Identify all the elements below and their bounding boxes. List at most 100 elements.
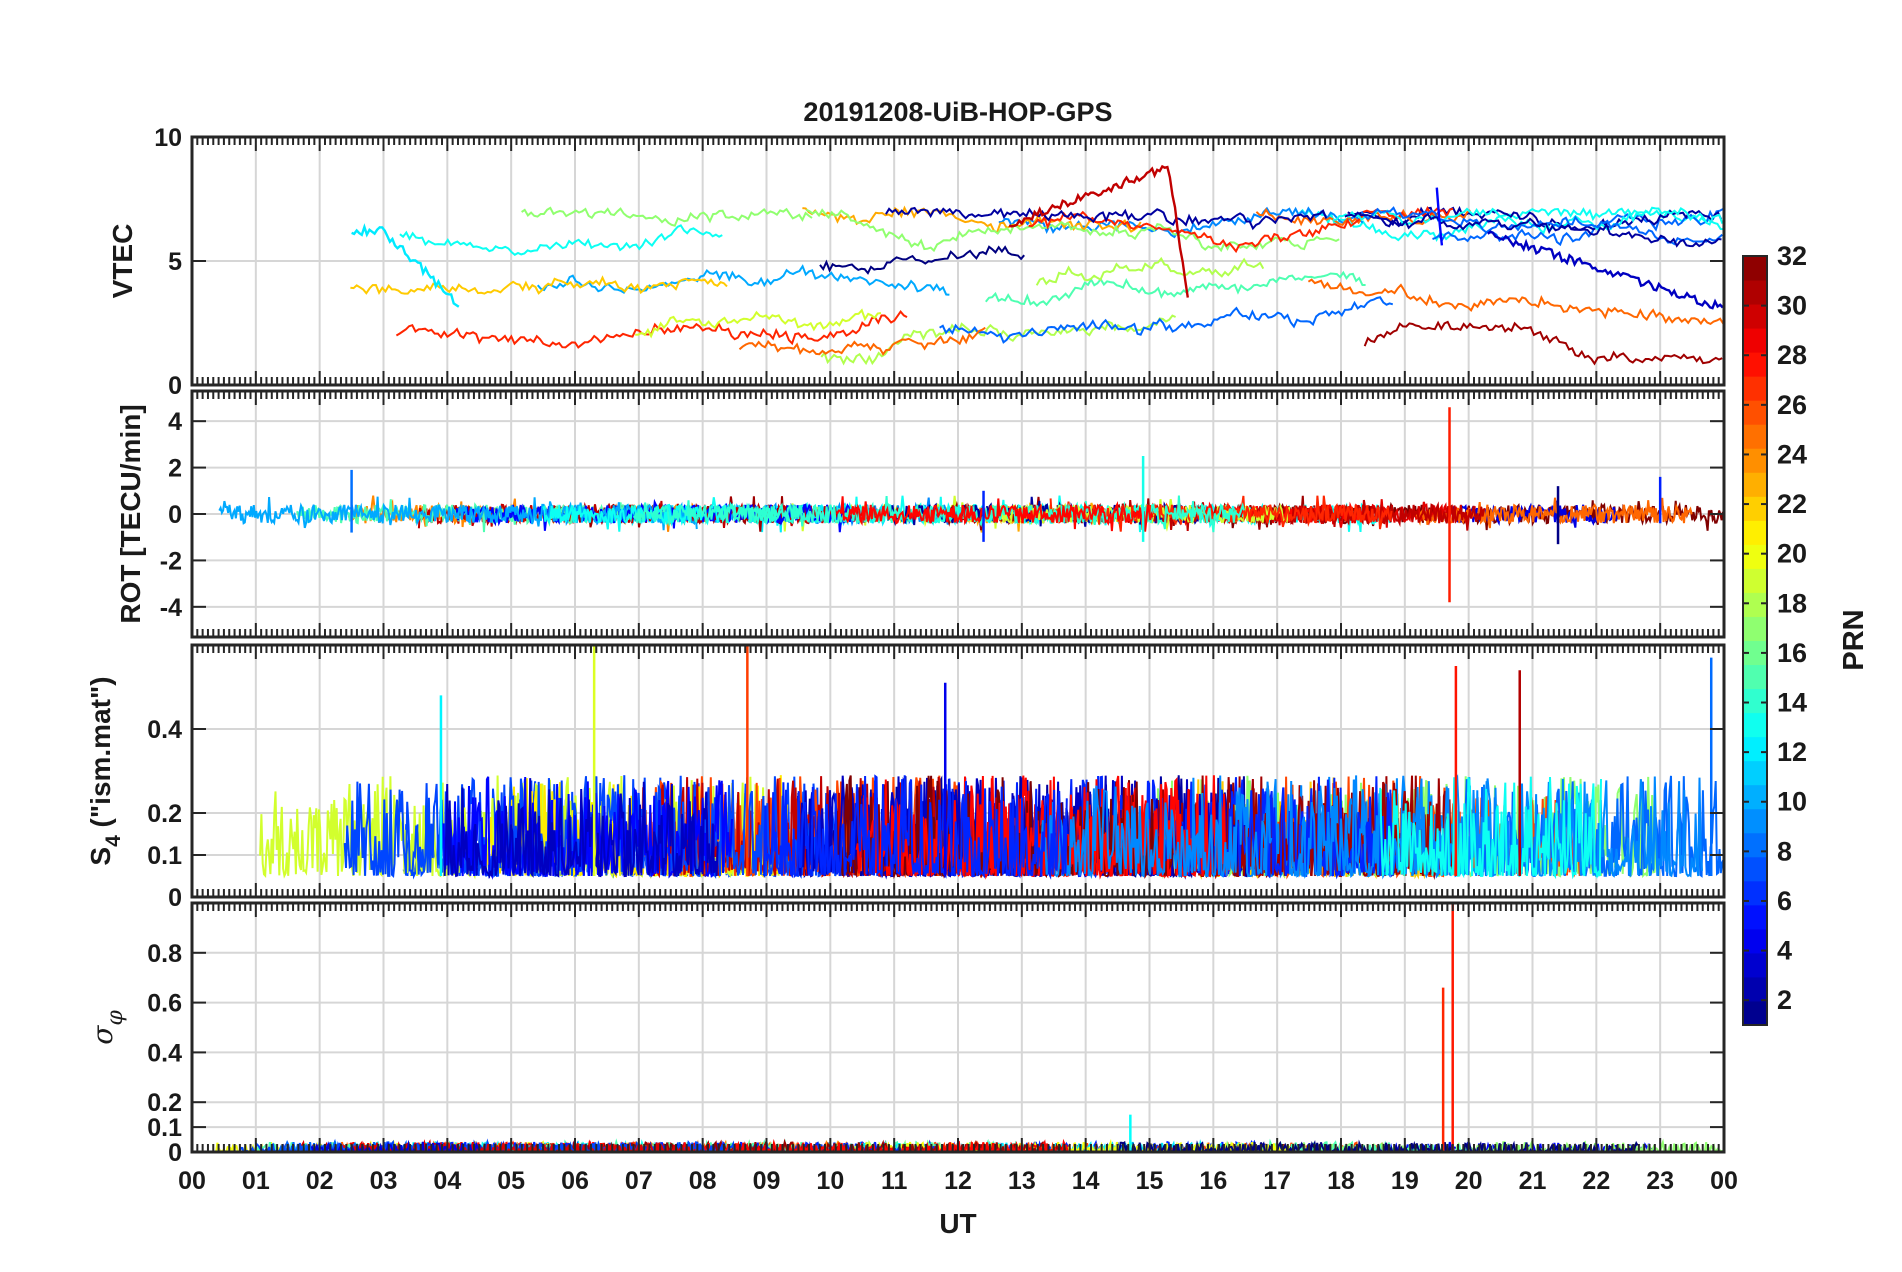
colorbar-segment bbox=[1743, 304, 1767, 329]
x-tick-label: 00 bbox=[1710, 1167, 1738, 1195]
colorbar-tick-label: 26 bbox=[1777, 390, 1807, 420]
y-tick-label: 0.2 bbox=[147, 800, 182, 828]
colorbar-tick-label: 2 bbox=[1777, 985, 1792, 1015]
colorbar-segment bbox=[1743, 568, 1767, 593]
panel-sigma_phi: 00.10.2 0.4 0.6 0.8 σφ 00 01 02 03 04 05 06 07 08 09 10… bbox=[86, 901, 1738, 1195]
x-tick-label: 11 bbox=[881, 1167, 908, 1195]
y-tick-label: 0 bbox=[168, 1139, 182, 1167]
colorbar-tick-label: 14 bbox=[1777, 688, 1807, 718]
x-tick-label: 14 bbox=[1072, 1167, 1100, 1195]
colorbar-segment bbox=[1743, 856, 1767, 882]
y-tick-label: 2 bbox=[168, 455, 182, 483]
prn-trace bbox=[762, 774, 1068, 880]
colorbar-segment bbox=[1743, 1000, 1767, 1026]
prn-trace bbox=[350, 275, 728, 295]
y-axis-label: σφ bbox=[86, 1010, 128, 1045]
y-tick-label: 0 bbox=[168, 501, 182, 529]
colorbar-segment bbox=[1743, 280, 1767, 305]
chart-title: 20191208-UiB-HOP-GPS bbox=[803, 97, 1112, 127]
prn-trace bbox=[1344, 211, 1722, 248]
x-tick-label: 13 bbox=[1008, 1167, 1036, 1195]
feature-trace bbox=[1435, 187, 1444, 246]
colorbar-segment bbox=[1743, 472, 1767, 497]
y-axis-label: ROT [TECU/min] bbox=[115, 404, 146, 623]
prn-trace bbox=[521, 206, 813, 227]
feature-trace bbox=[351, 223, 460, 308]
prn-trace bbox=[1379, 776, 1602, 880]
y-tick-label: 0 bbox=[168, 884, 182, 912]
colorbar-segment bbox=[1743, 616, 1767, 641]
x-tick-label: 18 bbox=[1327, 1167, 1355, 1195]
x-tick-label: 16 bbox=[1199, 1167, 1227, 1195]
prn-trace bbox=[1347, 205, 1723, 231]
x-tick-label: 01 bbox=[242, 1167, 270, 1195]
x-tick-label: 00 bbox=[178, 1167, 206, 1195]
colorbar-tick-label: 6 bbox=[1777, 886, 1792, 916]
y-tick-label: 5 bbox=[168, 248, 182, 276]
colorbar-segment bbox=[1743, 736, 1767, 762]
y-axis-label-rest: ("ism.mat") bbox=[85, 676, 116, 835]
x-tick-label: 23 bbox=[1646, 1167, 1674, 1195]
x-tick-label: 12 bbox=[944, 1167, 972, 1195]
y-axis-label: VTEC bbox=[107, 224, 138, 299]
y-tick-label: -4 bbox=[160, 594, 182, 622]
prn-trace bbox=[399, 224, 723, 257]
colorbar-segment bbox=[1743, 904, 1767, 930]
prn-trace bbox=[1363, 320, 1723, 366]
prn-trace bbox=[805, 208, 1340, 253]
prn-trace bbox=[819, 245, 1025, 275]
x-tick-label: 05 bbox=[497, 1167, 525, 1195]
prn-trace bbox=[939, 296, 1394, 344]
x-tick-label: 07 bbox=[625, 1167, 653, 1195]
colorbar-segment bbox=[1743, 832, 1767, 858]
y-tick-label: 0.4 bbox=[147, 716, 182, 744]
colorbar-segment bbox=[1743, 952, 1767, 978]
colorbar-segment bbox=[1743, 664, 1767, 690]
panel-vtec: 0 5 10 VTEC bbox=[107, 124, 1726, 400]
feature-trace bbox=[1008, 164, 1189, 298]
colorbar-segment bbox=[1743, 928, 1767, 954]
x-tick-label: 09 bbox=[753, 1167, 781, 1195]
prn-trace bbox=[1039, 775, 1273, 880]
colorbar-segment bbox=[1743, 544, 1767, 569]
x-tick-label: 04 bbox=[433, 1167, 461, 1195]
y-tick-label: 0.1 bbox=[147, 842, 182, 870]
colorbar-tick-label: 4 bbox=[1777, 936, 1792, 966]
colorbar-segment bbox=[1743, 808, 1767, 834]
x-tick-label: 10 bbox=[816, 1167, 844, 1195]
colorbar-tick-label: 32 bbox=[1777, 241, 1807, 271]
x-tick-label: 19 bbox=[1391, 1167, 1419, 1195]
y-tick-label: 10 bbox=[154, 124, 182, 152]
y-tick-label: 0 bbox=[168, 372, 182, 400]
y-tick-label: 4 bbox=[168, 408, 182, 436]
colorbar-tick-label: 24 bbox=[1777, 439, 1807, 469]
y-axis-label-sub: φ bbox=[103, 1010, 128, 1026]
y-axis-label-main: S bbox=[85, 847, 116, 866]
x-axis-label: UT bbox=[939, 1208, 976, 1239]
x-tick-label: 20 bbox=[1455, 1167, 1483, 1195]
colorbar-tick-label: 16 bbox=[1777, 638, 1807, 668]
colorbar-frame bbox=[1742, 255, 1768, 1026]
panel-s4: 0 0.1 0.2 0.4 S4 ("ism.mat") bbox=[85, 643, 1726, 912]
x-tick-label: 03 bbox=[370, 1167, 398, 1195]
prn-trace bbox=[885, 206, 1328, 231]
prn-trace bbox=[1307, 278, 1724, 326]
prn-trace bbox=[985, 270, 1366, 308]
trace-group bbox=[218, 407, 1724, 603]
colorbar-label: PRN bbox=[1838, 609, 1870, 670]
prn-trace bbox=[310, 1139, 480, 1152]
x-tick-label: 17 bbox=[1263, 1167, 1291, 1195]
colorbar-segment bbox=[1743, 520, 1767, 545]
colorbar-segment bbox=[1743, 496, 1767, 521]
colorbar-segment bbox=[1743, 688, 1767, 714]
x-tick-label: 22 bbox=[1582, 1167, 1610, 1195]
feature-trace bbox=[1487, 230, 1724, 310]
colorbar-tick-label: 20 bbox=[1777, 539, 1807, 569]
colorbar-segment bbox=[1743, 328, 1767, 353]
colorbar-segment bbox=[1743, 592, 1767, 617]
prn-trace bbox=[1432, 208, 1724, 247]
y-axis-label-main: σ bbox=[86, 1025, 119, 1045]
colorbar-tick-label: 12 bbox=[1777, 737, 1807, 767]
